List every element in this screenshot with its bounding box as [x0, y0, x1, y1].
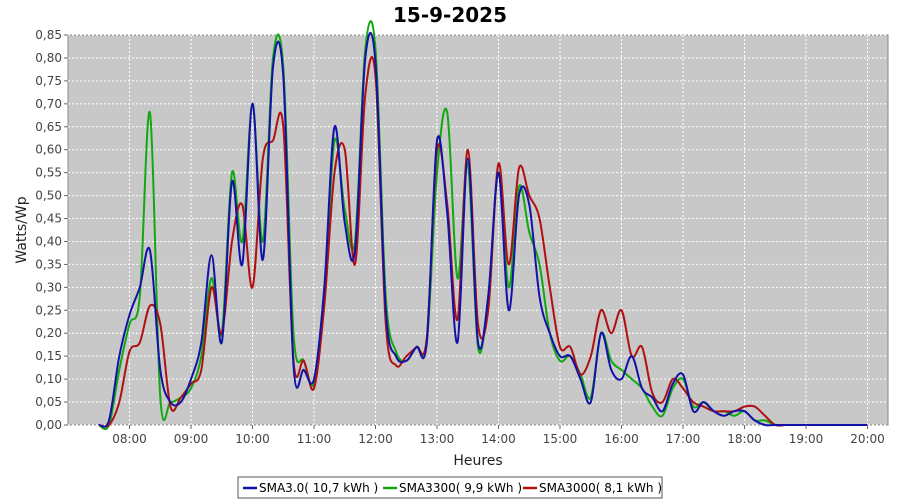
y-tick-label: 0,50	[35, 189, 62, 203]
x-tick-label: 12:00	[358, 432, 393, 446]
y-tick-label: 0,55	[35, 166, 62, 180]
x-tick-label: 13:00	[420, 432, 455, 446]
y-axis-ticks: 0,00 0,05 0,10 0,15 0,20 0,25 0,30 0,35 0,40 0,45…	[35, 28, 68, 432]
x-axis-label: Heures	[453, 453, 502, 469]
y-tick-label: 0,05	[35, 395, 62, 409]
y-tick-label: 0,15	[35, 349, 62, 363]
chart-title: 15-9-2025	[393, 3, 507, 27]
x-tick-label: 16:00	[604, 432, 639, 446]
legend-label-0: SMA3.0( 10,7 kWh )	[259, 481, 378, 495]
y-tick-label: 0,40	[35, 234, 62, 248]
x-tick-label: 08:00	[112, 432, 147, 446]
legend-box	[237, 476, 663, 499]
x-tick-label: 20:00	[850, 432, 885, 446]
x-tick-label: 18:00	[727, 432, 762, 446]
grid	[68, 34, 888, 426]
y-tick-label: 0,80	[35, 51, 62, 65]
y-tick-label: 0,60	[35, 143, 62, 157]
x-tick-label: 17:00	[666, 432, 701, 446]
y-tick-label: 0,10	[35, 372, 62, 386]
x-tick-label: 11:00	[297, 432, 332, 446]
x-tick-label: 09:00	[174, 432, 209, 446]
x-tick-label: 15:00	[543, 432, 578, 446]
legend: SMA3.0( 10,7 kWh ) SMA3300( 9,9 kWh ) SMA3…	[237, 476, 663, 499]
x-axis-ticks: 08:00 09:00 10:00 11:00 12:00 13:00 14:00 15:00…	[112, 425, 885, 446]
y-tick-label: 0,35	[35, 257, 62, 271]
series-line-0	[98, 31, 868, 428]
y-tick-label: 0,20	[35, 326, 62, 340]
y-tick-label: 0,85	[35, 28, 62, 42]
y-tick-label: 0,75	[35, 74, 62, 88]
x-tick-label: 14:00	[481, 432, 516, 446]
plot-area	[67, 34, 889, 426]
y-tick-label: 0,25	[35, 303, 62, 317]
legend-label-1: SMA3300( 9,9 kWh )	[399, 481, 522, 495]
x-tick-label: 19:00	[789, 432, 824, 446]
y-axis-label: Watts/Wp	[14, 196, 30, 263]
y-tick-label: 0,30	[35, 280, 62, 294]
x-tick-label: 10:00	[235, 432, 270, 446]
y-tick-label: 0,45	[35, 212, 62, 226]
y-tick-label: 0,70	[35, 97, 62, 111]
y-tick-label: 0,00	[35, 418, 62, 432]
y-tick-label: 0,65	[35, 120, 62, 134]
series-layer	[98, 20, 868, 431]
legend-label-2: SMA3000( 8,1 kWh )	[539, 481, 662, 495]
